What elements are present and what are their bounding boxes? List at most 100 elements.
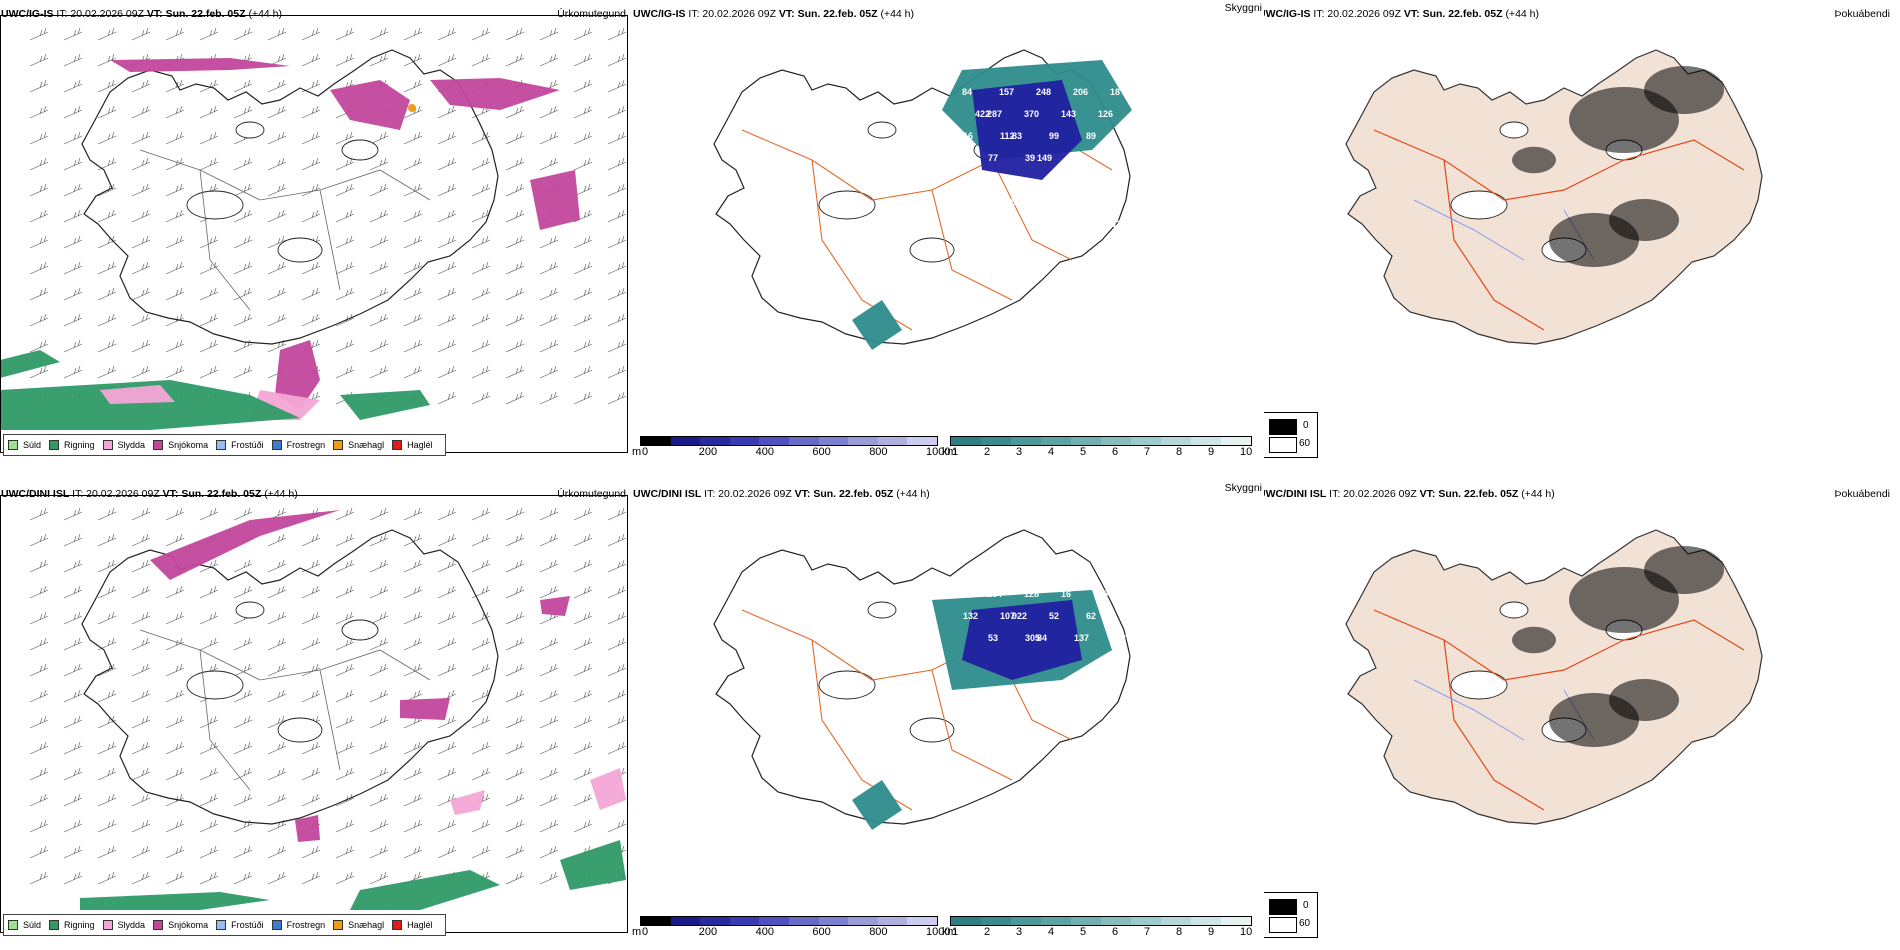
legend-swatch xyxy=(333,920,344,930)
wind-barb xyxy=(63,871,83,885)
iceland-coastline xyxy=(713,529,1131,825)
wind-barb xyxy=(505,261,525,275)
glacier-outline xyxy=(1450,670,1508,700)
legend-label: Súld xyxy=(23,920,42,930)
legend-swatch xyxy=(153,920,164,930)
wind-barb xyxy=(199,339,219,353)
wind-barb xyxy=(403,637,423,651)
wind-barb xyxy=(165,105,185,119)
model-name: UWC/IG-IS xyxy=(1264,8,1311,20)
colorbar-tick: 9 xyxy=(1208,926,1215,938)
wind-barb xyxy=(369,871,389,885)
wind-barb xyxy=(233,845,253,859)
wind-barb xyxy=(63,53,83,67)
fog-swatch-0 xyxy=(1269,899,1297,915)
wind-barb xyxy=(267,845,287,859)
colorbar-step xyxy=(907,437,937,445)
wind-barb xyxy=(573,559,593,573)
cloud-base-label: 16 xyxy=(1061,589,1071,599)
colorbar-step xyxy=(1161,917,1191,925)
wind-barb xyxy=(505,209,525,223)
wind-barb xyxy=(403,235,423,249)
wind-barb xyxy=(97,611,117,625)
wind-barb xyxy=(165,819,185,833)
legend-swatch xyxy=(102,920,113,930)
wind-barb xyxy=(29,507,49,521)
wind-barb xyxy=(131,585,151,599)
colorbar-tick: 8 xyxy=(1176,446,1183,458)
colorbar-gradient xyxy=(950,436,1252,446)
cloud-base-label: 198 xyxy=(1110,567,1125,577)
wind-barb xyxy=(335,53,355,67)
cloud-base-label: 26 xyxy=(1111,153,1121,163)
colorbar-step xyxy=(1221,917,1251,925)
wind-barb xyxy=(607,365,627,379)
wind-barb xyxy=(233,79,253,93)
wind-barb xyxy=(199,715,219,729)
wind-barb xyxy=(267,793,287,807)
wind-barb xyxy=(573,391,593,405)
colorbar-step xyxy=(670,437,701,445)
wind-barb xyxy=(505,313,525,327)
colorbar-step xyxy=(759,437,789,445)
wind-barb xyxy=(199,741,219,755)
wind-barb xyxy=(335,365,355,379)
wind-barb xyxy=(539,131,559,145)
rain-area xyxy=(80,892,270,910)
wind-barb xyxy=(437,235,457,249)
cloud-base-label: 111 xyxy=(1062,175,1076,185)
wind-barb xyxy=(267,533,287,547)
wind-barb xyxy=(131,261,151,275)
wind-barb xyxy=(437,365,457,379)
legend-swatch xyxy=(216,440,227,450)
wind-barb xyxy=(607,391,627,405)
iceland-coastline xyxy=(81,49,499,345)
wind-barb xyxy=(131,183,151,197)
glacier-outline xyxy=(909,717,955,743)
wind-barb xyxy=(165,533,185,547)
wind-barb xyxy=(63,767,83,781)
sleet-area xyxy=(590,768,626,810)
wind-barb xyxy=(573,235,593,249)
wind-barb xyxy=(369,611,389,625)
iceland-coastline xyxy=(713,49,1131,345)
wind-barb xyxy=(505,585,525,599)
legend-item: Súld xyxy=(8,440,41,450)
wind-barb xyxy=(403,611,423,625)
wind-barb xyxy=(471,507,491,521)
wind-barb xyxy=(29,131,49,145)
wind-barb xyxy=(301,637,321,651)
wind-barb xyxy=(63,365,83,379)
legend-item: Frostregn xyxy=(271,440,325,450)
wind-barb xyxy=(199,767,219,781)
wind-barb xyxy=(471,157,491,171)
wind-barb xyxy=(63,183,83,197)
wind-barb xyxy=(165,715,185,729)
wind-barb xyxy=(471,313,491,327)
wind-barb xyxy=(131,559,151,573)
wind-barb xyxy=(165,287,185,301)
colorbar-step xyxy=(981,437,1011,445)
wind-barb xyxy=(573,533,593,547)
wind-barb xyxy=(505,871,525,885)
wind-barb xyxy=(165,261,185,275)
wind-barb xyxy=(403,585,423,599)
lead-time: (+44 h) xyxy=(264,488,298,500)
wind-barb xyxy=(505,157,525,171)
legend-swatch xyxy=(8,920,18,930)
colorbar-gradient xyxy=(950,916,1252,926)
wind-barb xyxy=(539,819,559,833)
glacier-outline xyxy=(341,139,379,161)
cloud-base-area xyxy=(972,80,1082,180)
wind-barb xyxy=(97,533,117,547)
colorbar-tick: 6 xyxy=(1112,446,1119,458)
wind-barb xyxy=(131,819,151,833)
wind-barb xyxy=(369,53,389,67)
wind-barb xyxy=(233,365,253,379)
wind-barb xyxy=(131,611,151,625)
wind-barb xyxy=(165,339,185,353)
roads xyxy=(741,129,1113,331)
wind-barb xyxy=(539,741,559,755)
wind-barb xyxy=(607,261,627,275)
wind-barb xyxy=(267,741,287,755)
